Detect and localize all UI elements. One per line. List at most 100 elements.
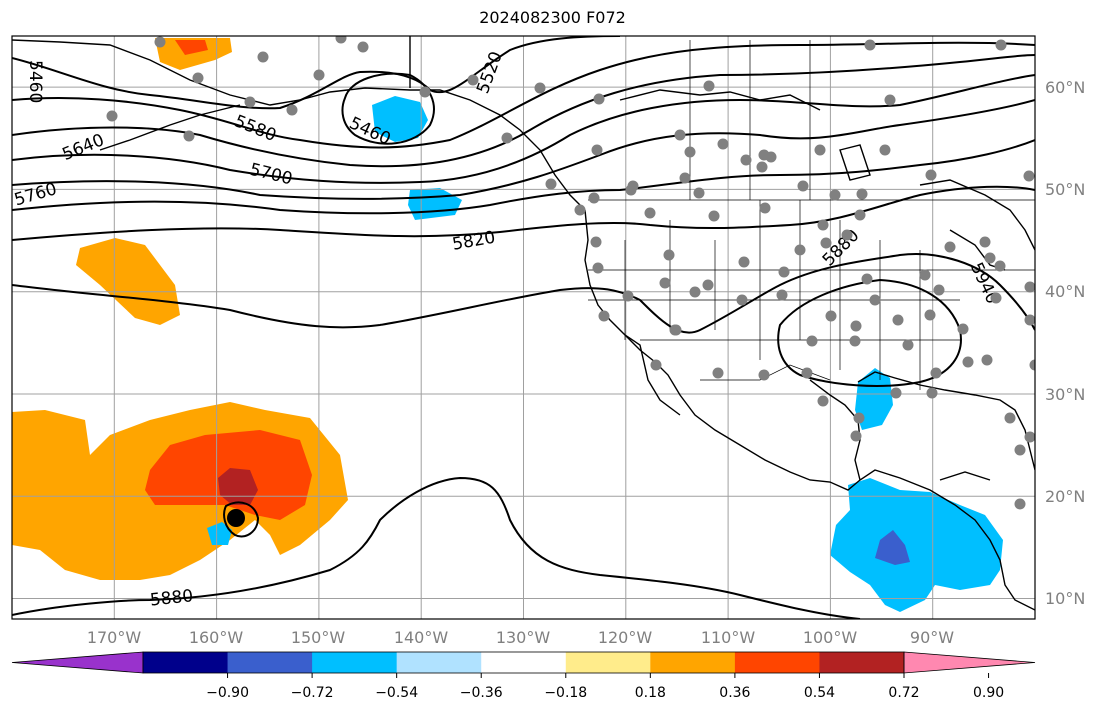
station-dot <box>841 229 853 241</box>
station-dot <box>712 367 724 379</box>
station-dot <box>650 359 662 371</box>
station-dot <box>850 320 862 332</box>
station-dot <box>933 284 945 296</box>
station-dot <box>758 369 770 381</box>
station-dot <box>869 294 881 306</box>
fill-cyan-hawaii <box>207 522 232 545</box>
lon-label: 170°W <box>87 628 142 647</box>
station-dot <box>1029 359 1035 371</box>
station-dot <box>501 132 513 144</box>
fill-orange-pacific <box>76 238 180 325</box>
station-dot <box>593 93 605 105</box>
station-dot <box>598 310 610 322</box>
station-dot <box>1023 170 1035 182</box>
colorbar-segment <box>650 652 736 673</box>
station-dot <box>995 39 1007 51</box>
lon-label: 120°W <box>598 628 653 647</box>
fill-cyan-gulf <box>372 96 428 142</box>
station-dot <box>902 339 914 351</box>
station-dot <box>545 178 557 190</box>
lat-label: 50°N <box>1045 180 1085 199</box>
colorbar-outline <box>142 651 905 674</box>
station-dot <box>592 262 604 274</box>
station-dot <box>981 354 993 366</box>
contour-label-5580: 5580 <box>231 111 279 146</box>
station-dot <box>738 256 750 268</box>
station-dot <box>1024 281 1035 293</box>
station-dot <box>419 86 431 98</box>
colorbar-tick-label: 0.18 <box>635 685 666 701</box>
station-dot <box>926 387 938 399</box>
lat-label: 40°N <box>1045 282 1085 301</box>
colorbar <box>11 651 1036 674</box>
station-dot <box>1014 498 1026 510</box>
station-dot <box>674 129 686 141</box>
fill-cyan-west <box>408 188 462 220</box>
colorbar-extend-high <box>903 651 1036 674</box>
colorbar-segment <box>396 652 482 673</box>
station-dot <box>814 144 826 156</box>
lon-label: 100°W <box>803 628 858 647</box>
station-dot <box>930 367 942 379</box>
station-dot <box>534 82 546 94</box>
fill-orange-alaska <box>155 38 232 70</box>
station-dot <box>806 335 818 347</box>
station-markers <box>106 36 1035 510</box>
station-dot <box>776 289 788 301</box>
station-dot <box>864 39 876 51</box>
map-frame <box>11 35 1036 620</box>
station-dot <box>765 151 777 163</box>
station-dot <box>106 110 118 122</box>
colorbar-segment <box>312 652 398 673</box>
contour-label-5460-west: 5460 <box>25 60 45 103</box>
station-dot <box>890 387 902 399</box>
lat-label: 20°N <box>1045 487 1085 506</box>
fill-blue-central-america <box>875 530 910 565</box>
latitude-labels: 10°N 20°N 30°N 40°N 50°N 60°N <box>1045 78 1085 608</box>
colorbar-segment <box>734 652 820 673</box>
station-dot <box>1024 431 1035 443</box>
colorbar-segment <box>565 652 651 673</box>
station-dot <box>286 104 298 116</box>
colorbar-tick-label: −0.54 <box>375 685 418 701</box>
lon-label: 90°W <box>910 628 954 647</box>
lon-label: 110°W <box>701 628 756 647</box>
lon-label: 150°W <box>291 628 346 647</box>
station-dot <box>591 144 603 156</box>
station-dot <box>679 172 691 184</box>
colorbar-tick-label: 0.54 <box>804 685 835 701</box>
station-dot <box>313 69 325 81</box>
station-dot <box>740 154 752 166</box>
colorbar-tick-label: 0.72 <box>888 685 919 701</box>
fill-darkred-hawaii <box>218 468 258 505</box>
station-dot <box>892 314 904 326</box>
lon-label: 130°W <box>496 628 551 647</box>
station-dot <box>962 356 974 368</box>
station-dot <box>829 189 841 201</box>
station-dot <box>736 294 748 306</box>
station-dot <box>574 204 586 216</box>
station-dot <box>820 237 832 249</box>
station-dot <box>684 146 696 158</box>
station-dot <box>1004 412 1016 424</box>
station-dot <box>702 279 714 291</box>
station-dot <box>670 324 682 336</box>
storm-center-marker <box>227 509 245 527</box>
station-dot <box>849 335 861 347</box>
contour-label-5700: 5700 <box>248 160 295 190</box>
station-dot <box>925 169 937 181</box>
colorbar-extend-low <box>11 651 144 674</box>
station-dot <box>778 266 790 278</box>
station-dot <box>590 236 602 248</box>
station-dot <box>825 310 837 322</box>
station-dot <box>990 292 1002 304</box>
station-dot <box>794 244 806 256</box>
station-dot <box>756 161 768 173</box>
station-dot <box>1024 314 1035 326</box>
station-dot <box>856 188 868 200</box>
colorbar-tick-label: −0.90 <box>206 685 249 701</box>
colorbar-tick-label: −0.18 <box>544 685 587 701</box>
station-dot <box>759 202 771 214</box>
station-dot <box>467 74 479 86</box>
